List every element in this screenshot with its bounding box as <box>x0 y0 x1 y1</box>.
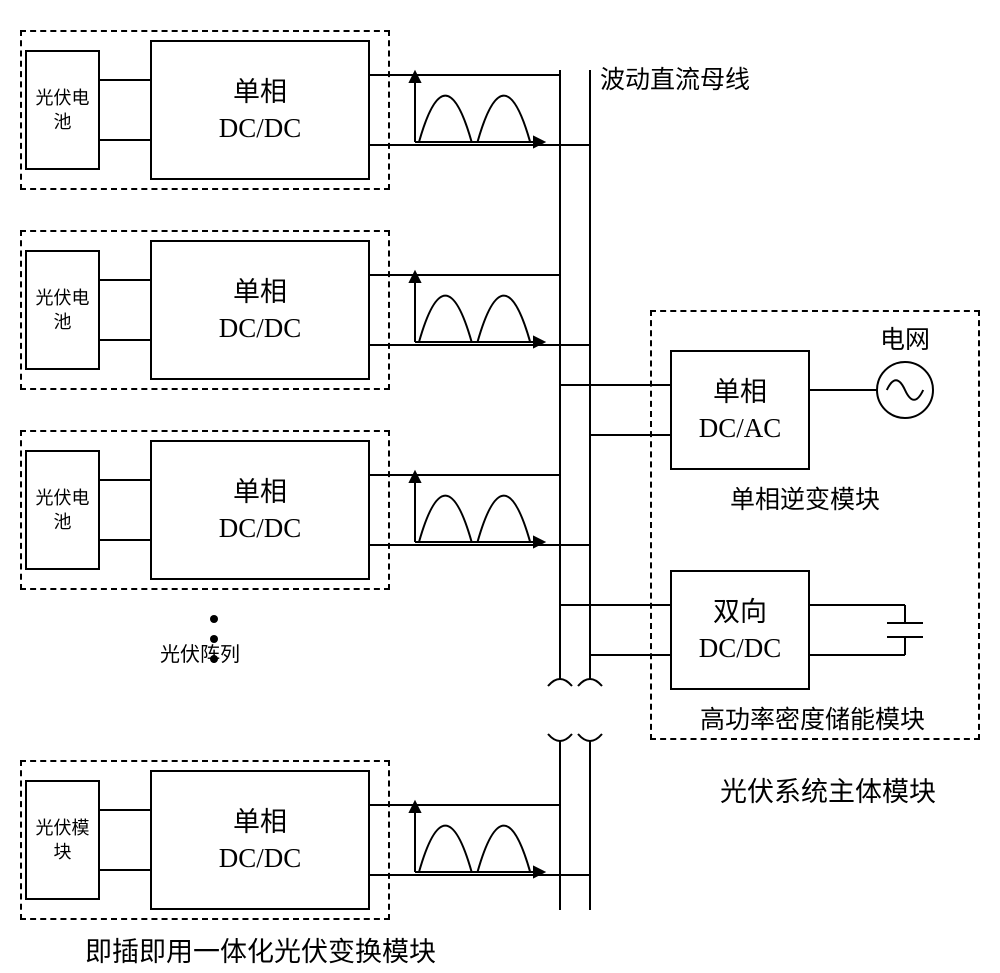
pv-dcdc-box: 单相DC/DC <box>150 440 370 580</box>
bidir-l1: 双向 <box>713 594 767 630</box>
bus-label: 波动直流母线 <box>600 60 750 96</box>
dcdc-line2: DC/DC <box>219 840 302 876</box>
plug-and-play-label: 即插即用一体化光伏变换模块 <box>85 930 436 969</box>
storage-module-label: 高功率密度储能模块 <box>700 700 925 736</box>
pv-cell-box: 光伏模块 <box>25 780 100 900</box>
bidir-dcdc-box: 双向DC/DC <box>670 570 810 690</box>
pv-cell-box: 光伏电池 <box>25 450 100 570</box>
grid-label: 电网 <box>880 320 930 356</box>
pv-cell-box: 光伏电池 <box>25 250 100 370</box>
dcac-l2: DC/AC <box>699 410 782 446</box>
dcac-box: 单相DC/AC <box>670 350 810 470</box>
pv-array-label: 光伏阵列 <box>160 638 240 667</box>
dcdc-line2: DC/DC <box>219 310 302 346</box>
pv-dcdc-box: 单相DC/DC <box>150 240 370 380</box>
pv-cell-box: 光伏电池 <box>25 50 100 170</box>
diagram-canvas: 光伏电池单相DC/DC光伏电池单相DC/DC光伏电池单相DC/DC光伏模块单相D… <box>0 0 1000 973</box>
dcdc-line1: 单相 <box>233 474 287 510</box>
dcdc-line1: 单相 <box>233 804 287 840</box>
dcdc-line2: DC/DC <box>219 510 302 546</box>
dcdc-line1: 单相 <box>233 74 287 110</box>
pv-dcdc-box: 单相DC/DC <box>150 40 370 180</box>
main-module-label: 光伏系统主体模块 <box>720 770 936 809</box>
bidir-l2: DC/DC <box>699 630 782 666</box>
dot <box>210 615 218 623</box>
inverter-module-label: 单相逆变模块 <box>730 480 880 516</box>
pv-dcdc-box: 单相DC/DC <box>150 770 370 910</box>
dcac-l1: 单相 <box>713 374 767 410</box>
dcdc-line1: 单相 <box>233 274 287 310</box>
dcdc-line2: DC/DC <box>219 110 302 146</box>
